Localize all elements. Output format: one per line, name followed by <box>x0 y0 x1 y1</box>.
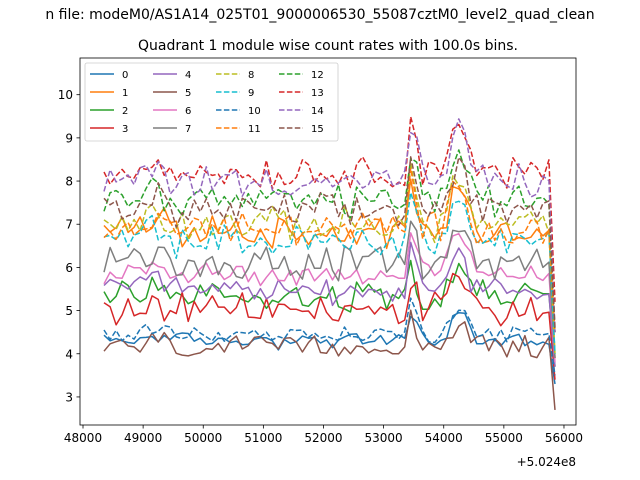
legend-label-6: 6 <box>185 106 191 117</box>
legend-label-15: 15 <box>311 124 324 135</box>
y-tick-label: 4 <box>65 347 73 361</box>
series-line-11 <box>103 167 556 333</box>
x-tick-label: 48000 <box>64 431 102 445</box>
y-tick-label: 5 <box>65 304 73 318</box>
x-tick-label: 56000 <box>545 431 583 445</box>
x-tick-label: 51000 <box>244 431 282 445</box>
y-tick-label: 8 <box>65 175 73 189</box>
x-tick-label: 49000 <box>124 431 162 445</box>
x-tick-label: 54000 <box>425 431 463 445</box>
x-tick-label: 52000 <box>304 431 342 445</box>
x-tick-label: 53000 <box>365 431 403 445</box>
series-line-2 <box>103 259 556 367</box>
y-axis: 3 4 5 6 7 8 9 10 <box>58 88 80 404</box>
legend-label-11: 11 <box>248 124 261 135</box>
y-tick-label: 3 <box>65 390 73 404</box>
series-line-0 <box>103 311 556 385</box>
figure-suptitle: n file: modeM0/AS1A14_025T01_9000006530_… <box>45 7 594 23</box>
series-layer <box>103 115 556 410</box>
series-line-15 <box>103 156 556 328</box>
chart-title: Quadrant 1 module wise count rates with … <box>138 38 518 54</box>
legend-label-2: 2 <box>122 106 128 117</box>
legend-label-7: 7 <box>185 124 191 135</box>
legend-label-5: 5 <box>185 88 191 99</box>
series-line-5 <box>103 309 556 410</box>
x-tick-label: 55000 <box>485 431 523 445</box>
series-line-4 <box>103 241 556 367</box>
legend-label-4: 4 <box>185 70 191 81</box>
y-tick-label: 10 <box>58 88 73 102</box>
x-axis-offset-label: +5.024e8 <box>517 455 576 469</box>
legend-label-0: 0 <box>122 70 128 81</box>
legend-label-13: 13 <box>311 88 324 99</box>
legend-label-9: 9 <box>248 88 254 99</box>
series-line-12 <box>103 149 556 333</box>
y-tick-label: 9 <box>65 131 73 145</box>
series-line-7 <box>103 220 556 359</box>
series-line-14 <box>103 118 556 333</box>
y-tick-label: 6 <box>65 261 73 275</box>
series-line-13 <box>103 115 556 302</box>
legend-label-12: 12 <box>311 70 324 81</box>
legend-label-1: 1 <box>122 88 128 99</box>
plot-area-frame <box>79 57 577 426</box>
series-line-9 <box>103 191 556 354</box>
legend-label-10: 10 <box>248 106 261 117</box>
legend-label-8: 8 <box>248 70 254 81</box>
legend-frame <box>84 62 339 142</box>
x-tick-label: 50000 <box>184 431 222 445</box>
series-line-10 <box>103 297 556 376</box>
legend-label-3: 3 <box>122 124 128 135</box>
y-tick-label: 7 <box>65 218 73 232</box>
series-line-3 <box>103 272 556 380</box>
legend-label-14: 14 <box>311 106 324 117</box>
x-axis: 48000 49000 50000 51000 52000 53000 54000 55000… <box>64 425 583 445</box>
